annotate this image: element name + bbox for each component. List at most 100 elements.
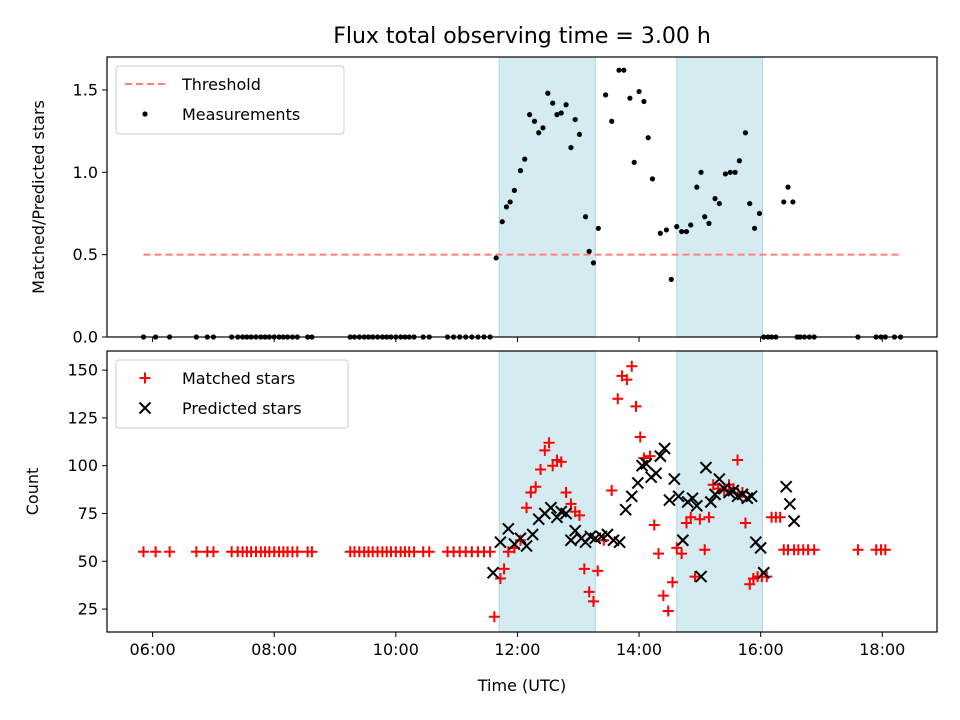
count-panel-observing-window-1 (498, 350, 596, 633)
predicted-star-point (745, 490, 758, 503)
predicted-star-point (694, 570, 708, 583)
predicted-star-point (568, 524, 582, 537)
matched-star-point (621, 374, 633, 386)
count-panel-legend-box (115, 359, 349, 429)
matched-star-point (547, 460, 559, 472)
matched-star-point (671, 542, 683, 554)
matched-star-point (662, 605, 674, 617)
measurement-point (536, 130, 542, 136)
matched-star-point (190, 546, 202, 558)
measurement-point (572, 116, 578, 123)
x-tick-label: 18:00 (859, 640, 905, 659)
predicted-star-point (494, 535, 507, 549)
measurement-point (747, 200, 753, 207)
legend-predicted-swatch (138, 401, 152, 415)
predicted-star-point (757, 566, 770, 579)
matched-star-point (732, 454, 744, 466)
measurement-point (499, 219, 505, 225)
matched-star-point (488, 611, 500, 623)
matched-star-point (774, 511, 786, 523)
ratio-panel-y-tick-label: 0.0 (73, 328, 98, 347)
predicted-star-point (727, 484, 740, 497)
measurement-point (590, 260, 597, 266)
predicted-star-point (754, 541, 767, 555)
measurement-point (550, 100, 556, 106)
ratio-panel-legend-box (115, 65, 345, 135)
measurement-point (790, 199, 796, 205)
measurement-point (679, 228, 685, 235)
matched-star-point (502, 546, 514, 558)
matched-star-point (306, 546, 318, 558)
matched-star-point (423, 546, 435, 558)
matched-star-point (521, 502, 533, 514)
count-panel-y-tick-label: 25 (78, 600, 98, 619)
matched-star-point (494, 572, 506, 584)
ratio-panel-y-tick-label: 1.0 (73, 163, 98, 182)
measurement-point (674, 224, 680, 230)
matched-star-point (657, 590, 669, 602)
predicted-star-point (779, 480, 793, 493)
matched-star-point (694, 513, 706, 525)
count-panel-y-tick-label: 100 (67, 456, 98, 475)
predicted-star-point (668, 472, 681, 486)
count-panel-y-tick-label: 125 (67, 408, 98, 427)
predicted-star-point (514, 532, 527, 545)
measurement-point (716, 200, 722, 207)
measurement-point (507, 199, 513, 205)
predicted-star-point (502, 522, 515, 535)
measurement-point (540, 125, 546, 131)
x-tick-label: 12:00 (494, 640, 540, 659)
predicted-star-point (676, 534, 690, 547)
measurement-point (694, 184, 700, 190)
measurement-point (742, 130, 749, 136)
ratio-panel-observing-window-1 (498, 56, 596, 338)
measurement-point (527, 112, 533, 118)
measurement-point (621, 67, 627, 73)
ratio-panel-observing-window-2 (676, 56, 763, 338)
measurement-point (722, 171, 728, 177)
x-axis-label: Time (UTC) (477, 676, 566, 695)
matched-star-point (539, 444, 551, 456)
measurement-point (511, 187, 517, 194)
chart-title: Flux total observing time = 3.00 h (333, 24, 711, 49)
matched-star-point (744, 578, 756, 590)
ratio-panel-frame (106, 56, 938, 338)
matched-star-point (626, 360, 638, 372)
matched-star-point (543, 437, 555, 449)
predicted-star-point (486, 566, 500, 579)
predicted-star-point (708, 488, 722, 501)
measurement-point (563, 102, 569, 108)
measurement-point (616, 67, 622, 73)
x-tick-label: 06:00 (130, 640, 176, 659)
measurement-point (582, 214, 589, 220)
matched-star-point (525, 486, 537, 498)
count-panel: 06:00 08:00 10:00 12:00 14:00 16:00 18:00 25 50… (23, 350, 938, 659)
x-tick-label: 10:00 (373, 640, 419, 659)
count-panel-y-tick-label: 50 (78, 552, 98, 571)
measurement-point (702, 214, 708, 220)
matched-star-point (630, 400, 642, 412)
predicted-star-point (704, 495, 718, 509)
measurement-point (663, 227, 670, 233)
measurement-point (493, 255, 499, 261)
measurement-point (641, 98, 647, 105)
predicted-star-point (640, 457, 653, 470)
matched-star-point (535, 464, 547, 476)
measurement-point (545, 90, 551, 96)
measurement-point (698, 169, 704, 175)
measurement-point (732, 169, 738, 175)
measurement-point (631, 159, 637, 166)
matched-star-point (555, 456, 567, 468)
predicted-star-point (564, 534, 578, 547)
predicted-star-point (619, 503, 632, 516)
ratio-panel-legend-label: Threshold (181, 75, 261, 94)
matched-star-point (164, 546, 176, 558)
measurement-point (645, 135, 651, 141)
matched-star-point (879, 544, 891, 556)
measurement-point (657, 230, 663, 236)
predicted-star-point (787, 514, 801, 528)
ratio-panel-y-tick-label: 0.5 (73, 245, 98, 264)
x-tick-label: 14:00 (616, 640, 662, 659)
count-panel-y-tick-label: 150 (67, 361, 98, 380)
